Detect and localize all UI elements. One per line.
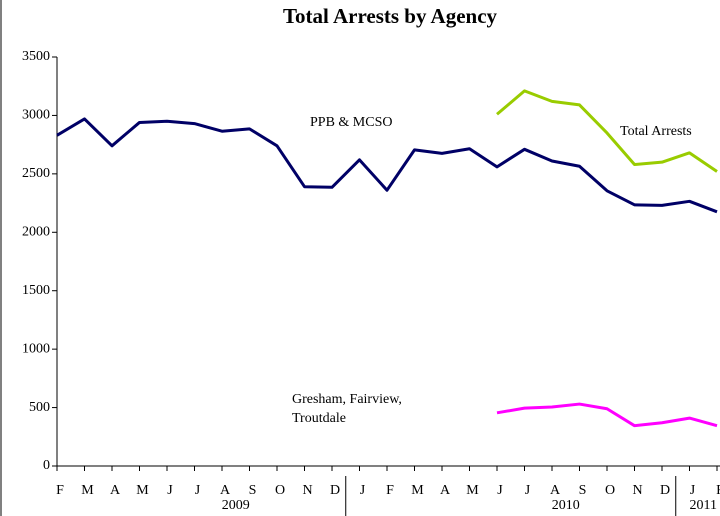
y-tick-label: 1000 (22, 341, 50, 356)
x-tick-label: A (110, 483, 121, 498)
x-tick-label: M (466, 483, 479, 498)
series-label: Total Arrests (620, 124, 692, 139)
x-tick-label: S (249, 483, 257, 498)
x-tick-label: M (81, 483, 94, 498)
x-tick-label: D (660, 483, 670, 498)
x-tick-label: N (302, 483, 312, 498)
x-tick-label: M (411, 483, 424, 498)
x-tick-label: A (440, 483, 451, 498)
y-tick-label: 2000 (22, 225, 50, 240)
x-tick-label: F (386, 483, 394, 498)
year-label: 2011 (690, 498, 717, 513)
series-label: Troutdale (292, 411, 346, 426)
y-tick-label: 1500 (22, 283, 50, 298)
x-tick-label: S (579, 483, 587, 498)
chart-title: Total Arrests by Agency (283, 4, 498, 28)
year-label: 2009 (222, 498, 250, 513)
x-tick-label: A (550, 483, 561, 498)
x-tick-label: F (56, 483, 64, 498)
x-tick-label: N (632, 483, 642, 498)
series-line (56, 117, 718, 214)
y-tick-label: 0 (43, 458, 50, 473)
x-tick-label: A (220, 483, 231, 498)
x-tick-label: J (360, 483, 366, 498)
x-tick-label: F (716, 483, 720, 498)
series-line (496, 89, 718, 173)
series-line (496, 402, 718, 428)
year-label: 2010 (552, 498, 580, 513)
x-tick-label: M (136, 483, 149, 498)
series-label: PPB & MCSO (310, 115, 392, 130)
x-tick-label: O (605, 483, 615, 498)
y-tick-label: 3500 (22, 49, 50, 64)
x-tick-label: J (525, 483, 531, 498)
x-tick-label: O (275, 483, 285, 498)
x-tick-label: J (497, 483, 503, 498)
series-label: Gresham, Fairview, (292, 392, 402, 407)
y-tick-label: 3000 (22, 108, 50, 123)
x-tick-label: D (330, 483, 340, 498)
x-tick-label: J (690, 483, 696, 498)
x-tick-label: J (167, 483, 173, 498)
y-tick-label: 2500 (22, 166, 50, 181)
y-tick-label: 500 (29, 400, 50, 415)
x-tick-label: J (195, 483, 201, 498)
